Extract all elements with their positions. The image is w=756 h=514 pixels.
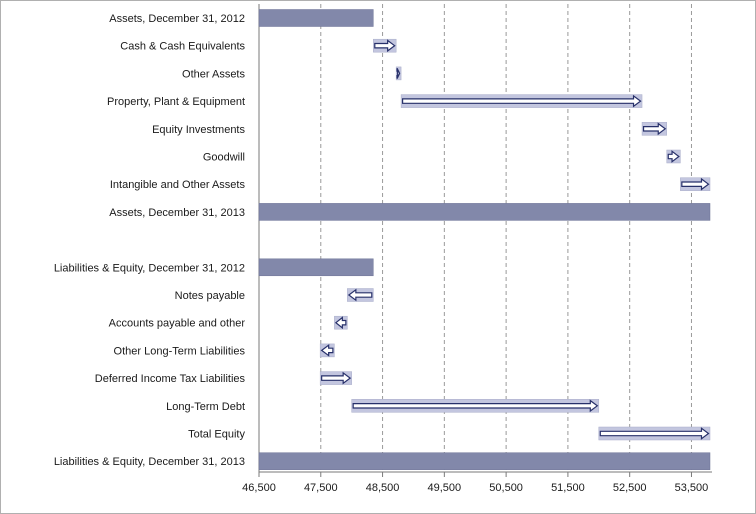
change-arrow [347, 288, 373, 302]
x-tick-label: 53,500 [675, 482, 709, 494]
change-bar-group [334, 315, 348, 330]
category-label: Goodwill [203, 152, 245, 164]
category-label: Property, Plant & Equipment [107, 96, 245, 108]
category-label: Liabilities & Equity, December 31, 2012 [54, 262, 245, 274]
category-label: Other Assets [182, 68, 245, 80]
category-label: Assets, December 31, 2013 [109, 207, 245, 219]
change-arrow [667, 150, 680, 163]
category-label: Equity Investments [152, 124, 245, 136]
change-bar-group [395, 66, 402, 81]
x-tick-label: 46,500 [242, 482, 276, 494]
grid-lines [258, 4, 692, 472]
category-label: Long-Term Debt [166, 401, 245, 413]
category-label: Intangible and Other Assets [110, 179, 246, 191]
x-axis: 46,500 47,500 48,500 49,500 50,500 51,500 52,5… [242, 471, 712, 494]
change-arrow [321, 371, 352, 385]
category-label: Assets, December 31, 2012 [109, 13, 245, 25]
change-arrow [320, 344, 334, 357]
change-bar-group [666, 149, 681, 164]
category-label: Cash & Cash Equivalents [120, 41, 245, 53]
category-label: Liabilities & Equity, December 31, 2013 [54, 456, 245, 468]
change-bar-group [319, 343, 335, 358]
x-tick-label: 50,500 [489, 482, 523, 494]
total-bar [258, 258, 374, 277]
category-label: Other Long-Term Liabilities [114, 345, 246, 357]
change-bar-group [373, 38, 397, 53]
change-bar-group [351, 399, 600, 413]
change-arrow [401, 94, 642, 108]
total-bar [258, 9, 374, 27]
change-bar-group [347, 288, 374, 302]
x-tick-label: 51,500 [551, 482, 585, 494]
change-arrow [681, 177, 710, 191]
change-bar-group [641, 122, 668, 136]
change-arrow [599, 427, 710, 440]
change-arrow [352, 399, 599, 413]
change-arrow [642, 122, 667, 136]
category-label: Notes payable [175, 290, 245, 302]
change-arrow [396, 67, 401, 79]
change-arrow [334, 316, 347, 330]
x-tick-label: 47,500 [304, 482, 338, 494]
change-bar-group [598, 426, 711, 441]
change-bar-group [680, 177, 711, 191]
bars [258, 9, 711, 470]
change-bar-group [400, 94, 643, 108]
category-label: Accounts payable and other [109, 318, 246, 330]
x-tick-label: 48,500 [366, 482, 400, 494]
total-bar [258, 452, 711, 470]
x-tick-label: 52,500 [613, 482, 647, 494]
x-tick-label: 49,500 [428, 482, 462, 494]
category-label: Total Equity [188, 429, 245, 441]
change-arrow [374, 39, 396, 53]
total-bar [258, 203, 711, 221]
change-bar-group [319, 371, 352, 385]
category-labels: Assets, December 31, 2012 Cash & Cash Equ… [54, 13, 246, 468]
category-label: Deferred Income Tax Liabilities [95, 373, 246, 385]
